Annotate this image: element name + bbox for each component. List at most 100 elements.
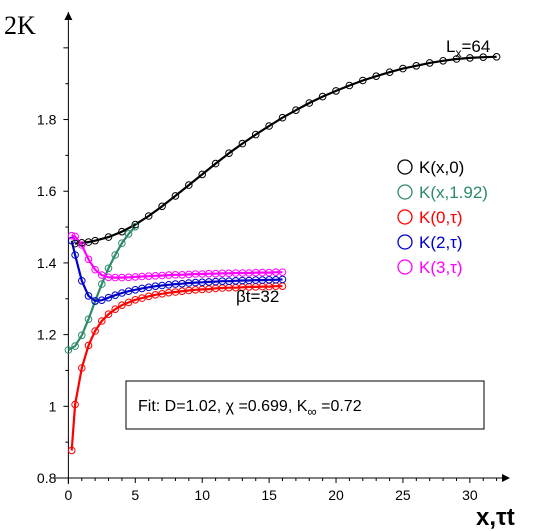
data-point	[91, 236, 99, 245]
data-point	[111, 305, 119, 314]
y-axis-arrow	[64, 12, 73, 20]
data-point	[98, 280, 106, 288]
y-tick-label: 0.8	[37, 470, 57, 486]
data-point	[238, 139, 247, 148]
data-point	[171, 192, 180, 200]
data-point	[67, 446, 76, 455]
bt-annotation: βt=32	[236, 287, 279, 306]
data-point	[292, 106, 300, 114]
data-point	[98, 296, 106, 305]
data-point	[118, 227, 126, 236]
x-tick-label: 30	[462, 487, 478, 503]
legend-label: K(3,τ)	[419, 258, 463, 277]
data-point	[91, 265, 99, 274]
legend-marker	[397, 184, 413, 200]
legend-marker	[397, 159, 413, 175]
data-point	[111, 291, 119, 300]
data-point	[71, 232, 79, 241]
data-point	[131, 220, 140, 229]
x-tick-label: 15	[261, 487, 277, 503]
data-point	[64, 346, 73, 354]
data-point	[318, 92, 327, 101]
lx-annotation: Lx=64	[446, 37, 490, 60]
data-point	[225, 149, 233, 157]
data-point	[78, 241, 86, 249]
data-point	[84, 255, 93, 264]
data-point	[359, 76, 367, 85]
data-point	[385, 68, 394, 76]
data-point	[78, 364, 86, 372]
data-point	[71, 342, 79, 350]
data-point	[251, 130, 260, 139]
data-point	[71, 400, 79, 409]
data-point	[118, 289, 126, 297]
data-point	[144, 212, 153, 220]
data-point	[278, 268, 287, 277]
series-line	[70, 240, 283, 302]
data-point	[305, 99, 314, 107]
data-point	[345, 81, 354, 90]
data-point	[412, 62, 421, 70]
data-point	[198, 170, 206, 179]
legend-marker	[397, 234, 413, 250]
data-point	[399, 64, 407, 73]
data-point	[124, 298, 133, 307]
data-point	[278, 113, 287, 122]
data-point	[332, 87, 340, 95]
x-tick-label: 25	[395, 487, 411, 503]
x-axis-label: x,τt	[476, 504, 515, 531]
data-point	[265, 122, 273, 130]
data-point	[84, 292, 93, 300]
x-tick-label: 20	[328, 487, 344, 503]
data-point	[425, 59, 434, 67]
data-point	[131, 296, 140, 304]
data-point	[78, 331, 86, 340]
legend-label: K(x,0)	[419, 158, 464, 177]
data-point	[492, 53, 501, 61]
data-point	[104, 264, 113, 273]
data-point	[67, 231, 76, 240]
x-tick-label: 5	[131, 487, 139, 503]
y-tick-label: 1.6	[37, 183, 57, 199]
legend-marker	[397, 209, 413, 225]
data-point	[118, 239, 126, 247]
series-line	[67, 225, 137, 351]
data-point	[104, 233, 113, 241]
data-point	[111, 251, 119, 259]
fit-text: Fit: D=1.02, χ =0.699, K∞ =0.72	[138, 398, 362, 419]
y-tick-label: 1.2	[37, 327, 57, 343]
series-line	[71, 234, 283, 279]
y-tick-label: 1	[49, 398, 57, 414]
data-point	[452, 55, 461, 63]
legend-label: K(0,τ)	[419, 208, 463, 227]
data-point	[84, 341, 93, 350]
y-tick-label: 1.4	[37, 255, 57, 271]
y-tick-label: 1.8	[37, 112, 57, 128]
data-point	[104, 310, 113, 319]
data-point	[479, 53, 488, 62]
legend: K(x,0) K(x,1.92) K(0,τ) K(2,τ) K(3,τ)	[397, 158, 488, 277]
fit-box	[125, 380, 485, 430]
data-point	[131, 222, 140, 231]
data-point	[91, 327, 99, 335]
legend-label: K(x,1.92)	[419, 183, 488, 202]
data-point	[138, 294, 146, 302]
data-point	[211, 159, 220, 168]
data-point	[98, 317, 106, 325]
data-point	[372, 72, 381, 80]
data-point	[158, 202, 166, 211]
data-point	[71, 251, 79, 259]
series-line	[74, 55, 497, 245]
data-point	[104, 293, 113, 302]
data-point	[439, 57, 447, 65]
data-point	[118, 301, 126, 310]
axes: 0 5 10 15 20 25 30 0.8 1 1.2 1.4 1.6 1.8	[37, 12, 510, 503]
data-point	[78, 277, 86, 285]
data-point	[124, 230, 133, 238]
legend-marker	[397, 259, 413, 275]
data-point	[278, 275, 287, 284]
data-point	[98, 271, 106, 279]
data-point	[185, 181, 193, 189]
x-tick-label: 0	[64, 487, 72, 503]
legend-label: K(2,τ)	[419, 233, 463, 252]
